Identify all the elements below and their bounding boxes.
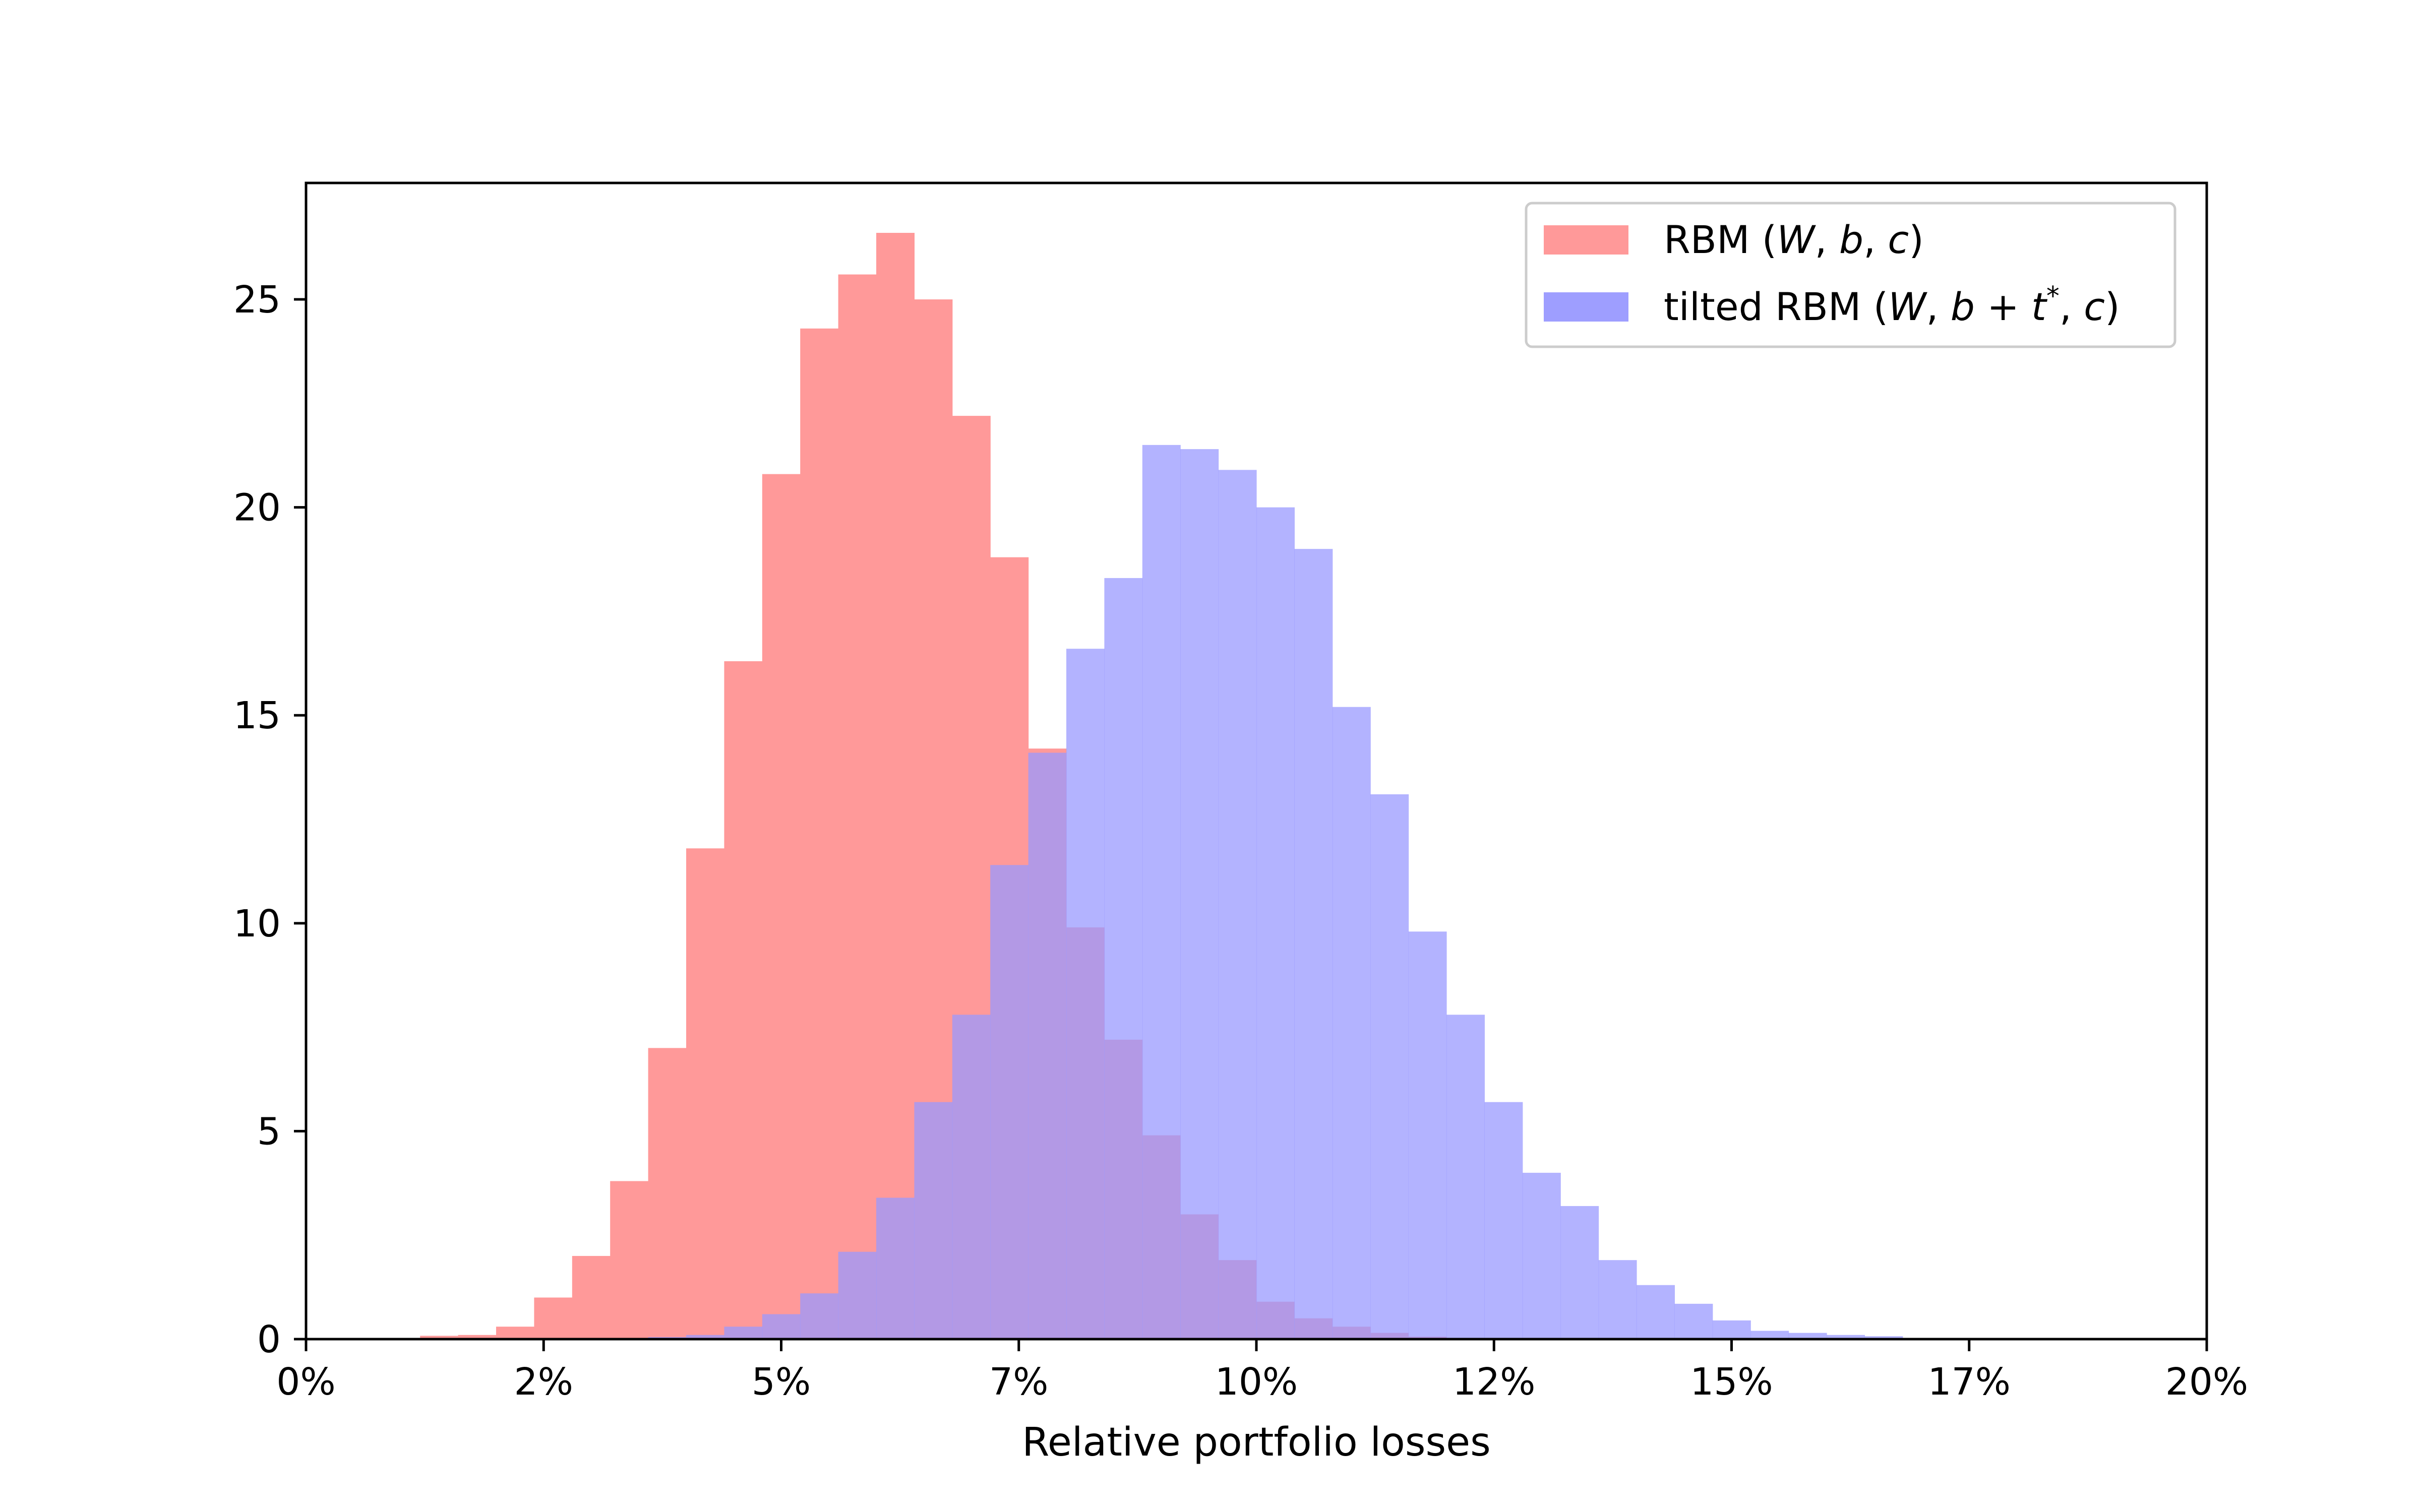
y-tick-label: 5 xyxy=(257,1110,281,1153)
legend: RBM (W, b, c) tilted RBM (W, b + t*, c) xyxy=(1525,202,2176,348)
rbm-bar xyxy=(724,661,763,1339)
legend-label-rbm: RBM (W, b, c) xyxy=(1664,217,1924,262)
rbm-bar xyxy=(572,1255,611,1339)
y-tick-label: 20 xyxy=(233,486,281,530)
y-tick-label: 0 xyxy=(257,1318,281,1361)
tilted-rbm-bar xyxy=(1750,1331,1789,1339)
x-tick-label: 0% xyxy=(276,1360,335,1404)
rbm-bar xyxy=(610,1181,649,1339)
tilted-rbm-bar xyxy=(1408,931,1447,1339)
x-axis: 0% 2% 5% 7% 10% 12% 15% 17% 20% xyxy=(276,1339,2248,1404)
tilted-rbm-bar xyxy=(1864,1336,1903,1339)
rbm-bar xyxy=(800,328,839,1339)
tilted-rbm-bar xyxy=(800,1293,839,1339)
tilted-rbm-bar xyxy=(1142,445,1181,1339)
tilted-rbm-bar xyxy=(1712,1320,1751,1339)
rbm-bar xyxy=(420,1336,459,1339)
tilted-rbm-bar xyxy=(724,1327,763,1339)
tilted-rbm-bar xyxy=(1180,449,1219,1339)
x-tick-label: 2% xyxy=(514,1360,573,1404)
rbm-bar xyxy=(838,274,877,1339)
rbm-bar xyxy=(458,1335,497,1339)
tilted-rbm-bar xyxy=(990,865,1029,1339)
rbm-bar xyxy=(762,474,801,1339)
tilted-rbm-bar xyxy=(1066,649,1105,1339)
x-axis-title: Relative portfolio losses xyxy=(1022,1420,1491,1465)
rbm-bar xyxy=(648,1048,687,1339)
tilted-rbm-bar xyxy=(1218,470,1257,1339)
rbm-bar xyxy=(876,233,915,1339)
tilted-rbm-bar xyxy=(1788,1333,1827,1339)
x-tick-label: 5% xyxy=(752,1360,811,1404)
legend-swatch-tilted-rbm xyxy=(1544,292,1628,322)
y-tick-label: 10 xyxy=(233,902,281,946)
tilted-rbm-bar xyxy=(1332,707,1371,1339)
tilted-rbm-bar xyxy=(686,1335,724,1339)
tilted-rbm-bar xyxy=(1446,1015,1485,1339)
tilted-rbm-bar xyxy=(1294,549,1333,1339)
tilted-rbm-bar xyxy=(914,1102,953,1339)
y-axis: 0 5 10 15 20 25 xyxy=(233,278,306,1361)
rbm-bar xyxy=(534,1297,573,1339)
tilted-rbm-bar xyxy=(1484,1102,1523,1339)
tilted-rbm-bar xyxy=(1370,794,1409,1339)
tilted-rbm-bar xyxy=(952,1015,991,1339)
tilted-rbm-bar xyxy=(876,1198,915,1339)
x-tick-label: 12% xyxy=(1453,1360,1535,1404)
tilted-rbm-bar xyxy=(838,1251,877,1339)
tilted-rbm-bar xyxy=(762,1314,801,1339)
tilted-rbm-bar xyxy=(1104,578,1143,1339)
tilted-rbm-bar xyxy=(1598,1260,1637,1339)
rbm-bar xyxy=(686,848,724,1339)
tilted-rbm-bar xyxy=(1674,1303,1713,1339)
tilted-rbm-bar xyxy=(1256,507,1295,1339)
tilted-rbm-bar xyxy=(1637,1285,1675,1339)
tilted-rbm-bar xyxy=(1522,1172,1561,1339)
x-tick-label: 10% xyxy=(1215,1360,1298,1404)
tilted-rbm-bar xyxy=(1560,1206,1599,1339)
tilted-rbm-bars xyxy=(648,445,1941,1339)
y-tick-label: 25 xyxy=(233,278,281,322)
tilted-rbm-bar xyxy=(1028,752,1067,1339)
rbm-bar xyxy=(496,1327,534,1339)
x-tick-label: 7% xyxy=(989,1360,1048,1404)
x-tick-label: 17% xyxy=(1928,1360,2011,1404)
legend-box xyxy=(1525,202,2176,348)
tilted-rbm-bar xyxy=(1827,1335,1865,1339)
legend-label-tilted-rbm: tilted RBM (W, b + t*, c) xyxy=(1664,281,2120,329)
x-tick-label: 15% xyxy=(1690,1360,1773,1404)
y-tick-label: 15 xyxy=(233,694,281,737)
legend-swatch-rbm xyxy=(1544,225,1628,255)
x-tick-label: 20% xyxy=(2165,1360,2248,1404)
